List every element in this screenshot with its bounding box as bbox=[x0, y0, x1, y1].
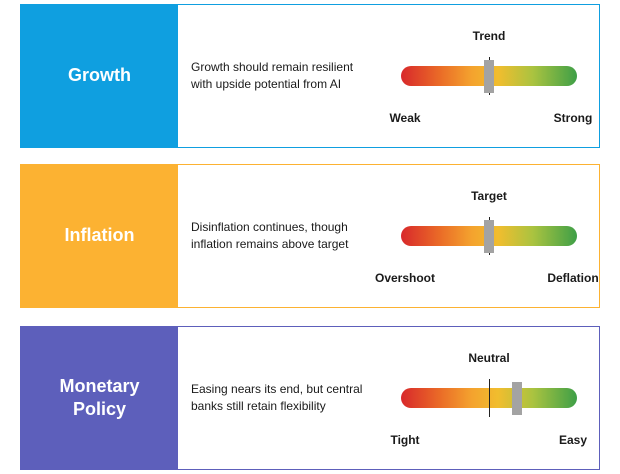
panel-title-line: Growth bbox=[68, 65, 131, 86]
panel-title: Growth bbox=[21, 5, 178, 147]
panel-title-line: Inflation bbox=[64, 225, 135, 246]
panel-description: Growth should remain resilient with upsi… bbox=[191, 60, 354, 91]
gauge-center-label: Trend bbox=[472, 29, 506, 43]
gauge-center-label: Target bbox=[471, 189, 507, 203]
gauge: Trend Weak Strong bbox=[389, 5, 592, 147]
inflation-panel: Inflation Disinflation continues, though… bbox=[20, 164, 600, 308]
gauge-marker bbox=[512, 382, 523, 415]
panel-description: Disinflation continues, though inflation… bbox=[191, 220, 349, 251]
panel-title-line: Monetary bbox=[59, 375, 140, 396]
panel-title: Inflation bbox=[21, 165, 178, 307]
gauge-right-label: Strong bbox=[553, 111, 593, 125]
gauge: Target Overshoot Deflation bbox=[375, 165, 599, 307]
gauge-left-label: Weak bbox=[389, 111, 421, 125]
gauge-left-label: Overshoot bbox=[375, 271, 436, 285]
gauge-marker bbox=[484, 220, 494, 253]
monetary-policy-panel: Monetary Policy Easing nears its end, bu… bbox=[20, 326, 600, 470]
panel-title-line: Policy bbox=[72, 399, 126, 419]
gauge-right-label: Easy bbox=[558, 433, 588, 447]
gauge-marker bbox=[484, 60, 494, 93]
gauge-center-label: Neutral bbox=[468, 351, 510, 365]
panel-title: Monetary Policy bbox=[21, 327, 178, 469]
gauge-center-line bbox=[489, 379, 490, 417]
gauge-left-label: Tight bbox=[390, 433, 420, 447]
gauge-right-label: Deflation bbox=[547, 271, 599, 285]
panel-description: Easing nears its end, but central banks … bbox=[191, 382, 363, 413]
gauge: Neutral Tight Easy bbox=[390, 327, 587, 469]
growth-panel: Growth Growth should remain resilient wi… bbox=[20, 4, 600, 148]
